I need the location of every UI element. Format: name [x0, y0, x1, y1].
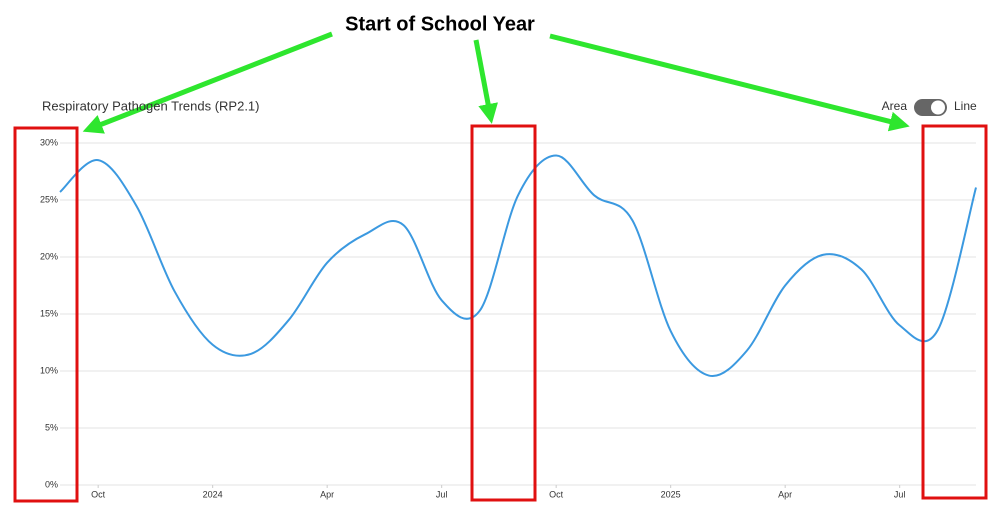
y-tick-label: 20%: [40, 251, 58, 261]
y-tick-label: 10%: [40, 365, 58, 375]
y-tick-label: 5%: [45, 422, 58, 432]
data-line: [59, 154, 977, 378]
toggle-left[interactable]: Area: [882, 99, 908, 113]
chart-title: Respiratory Pathogen Trends (RP2.1): [42, 98, 260, 113]
toggle-switch[interactable]: [914, 99, 947, 116]
x-tick-label: 2024: [203, 489, 223, 499]
x-tick-label: 2025: [661, 489, 681, 499]
y-tick-label: 0%: [45, 479, 58, 489]
x-tick-label: Jul: [436, 489, 448, 499]
y-tick-label: 30%: [40, 137, 58, 147]
y-tick-label: 15%: [40, 308, 58, 318]
x-tick-label: Oct: [91, 489, 106, 499]
highlight-boxes: [13, 124, 988, 503]
x-tick-label: Apr: [778, 489, 792, 499]
toggle-right[interactable]: Line: [954, 99, 977, 113]
x-tick-label: Jul: [894, 489, 906, 499]
annotation: Start of School Year: [345, 13, 535, 35]
y-tick-label: 25%: [40, 194, 58, 204]
x-tick-label: Oct: [549, 489, 564, 499]
annotation-arrows: [82, 31, 910, 134]
x-tick-label: Apr: [320, 489, 334, 499]
